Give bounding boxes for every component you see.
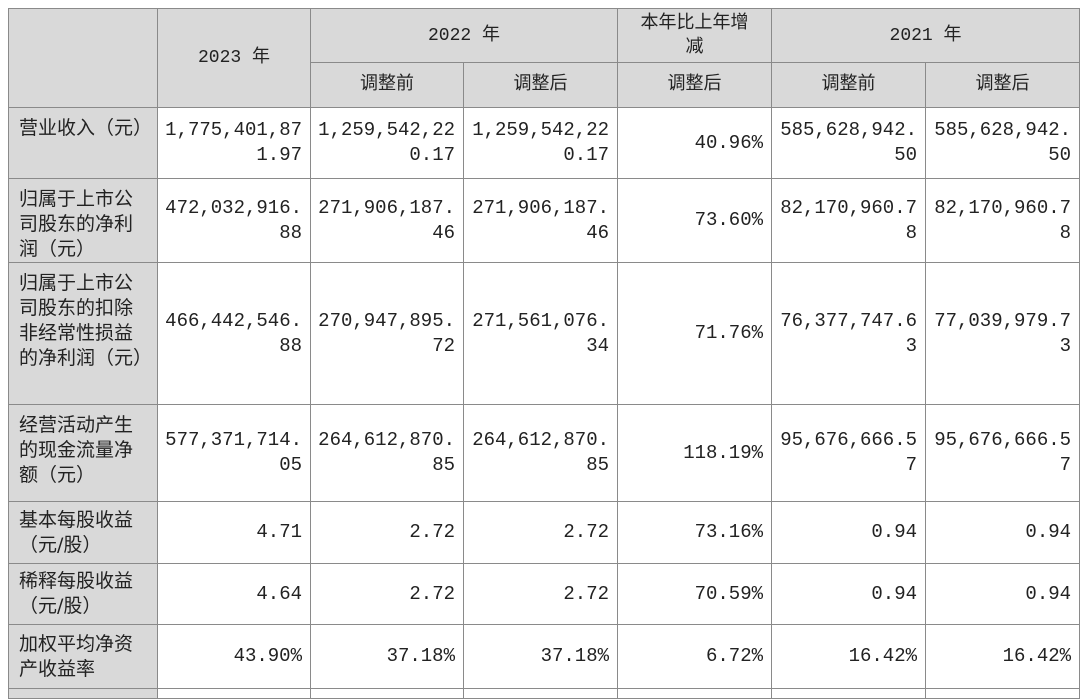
- row-label: 归属于上市公司股东的净利润（元）: [8, 178, 158, 263]
- partial-cell: [462, 688, 619, 699]
- cell-v2022-after: 264,612,870.85: [462, 404, 619, 502]
- partial-cell: [925, 688, 1080, 699]
- financial-summary-table: 2023 年 2022 年 本年比上年增减 2021 年 调整前 调整后 调整后…: [8, 8, 1080, 699]
- cell-v2023: 466,442,546.88: [157, 262, 311, 405]
- cell-v2021-before: 95,676,666.57: [771, 404, 927, 502]
- cell-v2022-before: 1,259,542,220.17: [310, 107, 464, 179]
- cell-v2023: 43.90%: [157, 624, 311, 689]
- table-row: 经营活动产生的现金流量净额（元） 577,371,714.05 264,612,87…: [8, 404, 1080, 502]
- cell-v2023: 4.64: [157, 563, 311, 625]
- cell-v2023: 577,371,714.05: [157, 404, 311, 502]
- cell-v2021-after: 95,676,666.57: [925, 404, 1080, 502]
- table-row-partial: [8, 688, 1080, 699]
- table-row: 稀释每股收益（元/股） 4.64 2.72 2.72 70.59% 0.94 0.94: [8, 563, 1080, 625]
- cell-v2022-before: 2.72: [310, 563, 464, 625]
- cell-v2022-before: 37.18%: [310, 624, 464, 689]
- table-row: 加权平均净资产收益率 43.90% 37.18% 37.18% 6.72% 16.42% 1…: [8, 624, 1080, 689]
- cell-change: 118.19%: [617, 404, 773, 502]
- cell-v2023: 1,775,401,871.97: [157, 107, 311, 179]
- header-2022-after: 调整后: [462, 62, 619, 108]
- header-2022-before: 调整前: [310, 62, 464, 108]
- cell-change: 70.59%: [617, 563, 773, 625]
- cell-v2021-after: 0.94: [925, 501, 1080, 564]
- cell-v2021-after: 77,039,979.73: [925, 262, 1080, 405]
- cell-change: 40.96%: [617, 107, 773, 179]
- header-2022: 2022 年: [309, 8, 619, 63]
- cell-v2022-after: 271,561,076.34: [462, 262, 619, 405]
- cell-v2023: 4.71: [157, 501, 311, 564]
- cell-v2022-after: 2.72: [462, 501, 619, 564]
- cell-v2022-after: 271,906,187.46: [462, 178, 619, 263]
- row-label: 归属于上市公司股东的扣除非经常性损益的净利润（元）: [8, 262, 158, 405]
- cell-v2021-after: 585,628,942.50: [925, 107, 1080, 179]
- header-2023: 2023 年: [157, 8, 311, 108]
- cell-v2021-after: 16.42%: [925, 624, 1080, 689]
- cell-v2022-before: 2.72: [310, 501, 464, 564]
- table-row: 归属于上市公司股东的净利润（元） 472,032,916.88 271,906,18…: [8, 178, 1080, 263]
- table-row: 营业收入（元） 1,775,401,871.97 1,259,542,220.17 1…: [8, 107, 1080, 179]
- cell-v2021-before: 0.94: [771, 563, 927, 625]
- row-label: 加权平均净资产收益率: [8, 624, 158, 689]
- cell-change: 73.16%: [617, 501, 773, 564]
- header-2021-after: 调整后: [925, 62, 1080, 108]
- cell-change: 71.76%: [617, 262, 773, 405]
- cell-v2021-after: 0.94: [925, 563, 1080, 625]
- header-2021: 2021 年: [771, 8, 1080, 63]
- cell-v2023: 472,032,916.88: [157, 178, 311, 263]
- cell-v2022-after: 37.18%: [462, 624, 619, 689]
- cell-v2021-after: 82,170,960.78: [925, 178, 1080, 263]
- cell-change: 6.72%: [617, 624, 773, 689]
- cell-v2022-before: 270,947,895.72: [310, 262, 464, 405]
- table-row: 归属于上市公司股东的扣除非经常性损益的净利润（元） 466,442,546.88 2…: [8, 262, 1080, 405]
- partial-cell: [8, 688, 158, 699]
- cell-v2021-before: 0.94: [771, 501, 927, 564]
- row-label: 稀释每股收益（元/股）: [8, 563, 158, 625]
- cell-v2022-after: 1,259,542,220.17: [462, 107, 619, 179]
- cell-v2021-before: 76,377,747.63: [771, 262, 927, 405]
- cell-v2022-after: 2.72: [462, 563, 619, 625]
- cell-change: 73.60%: [617, 178, 773, 263]
- cell-v2021-before: 585,628,942.50: [771, 107, 927, 179]
- partial-cell: [157, 688, 311, 699]
- row-label: 营业收入（元）: [8, 107, 158, 179]
- row-label: 基本每股收益（元/股）: [8, 501, 158, 564]
- header-2021-before: 调整前: [771, 62, 927, 108]
- table-row: 基本每股收益（元/股） 4.71 2.72 2.72 73.16% 0.94 0.94: [8, 501, 1080, 564]
- row-label: 经营活动产生的现金流量净额（元）: [8, 404, 158, 502]
- header-change-after: 调整后: [617, 62, 773, 108]
- cell-v2022-before: 271,906,187.46: [310, 178, 464, 263]
- cell-v2022-before: 264,612,870.85: [310, 404, 464, 502]
- partial-cell: [310, 688, 464, 699]
- partial-cell: [771, 688, 927, 699]
- cell-v2021-before: 16.42%: [771, 624, 927, 689]
- cell-v2021-before: 82,170,960.78: [771, 178, 927, 263]
- header-change: 本年比上年增减: [617, 8, 773, 63]
- partial-cell: [617, 688, 773, 699]
- header-blank: [8, 8, 158, 108]
